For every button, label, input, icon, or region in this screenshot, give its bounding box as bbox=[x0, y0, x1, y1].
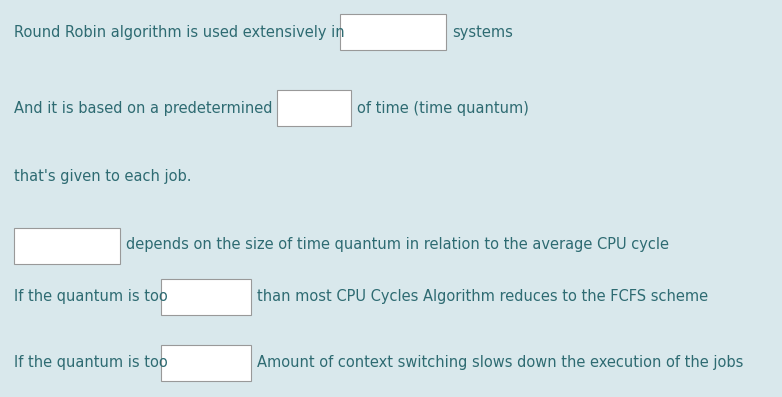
Text: depends on the size of time quantum in relation to the average CPU cycle: depends on the size of time quantum in r… bbox=[126, 237, 669, 252]
Text: that's given to each job.: that's given to each job. bbox=[14, 170, 192, 185]
Text: systems: systems bbox=[452, 25, 513, 39]
Text: If the quantum is too: If the quantum is too bbox=[14, 289, 168, 303]
Text: If the quantum is too: If the quantum is too bbox=[14, 355, 168, 370]
Bar bbox=[14, 228, 120, 264]
Text: of time (time quantum): of time (time quantum) bbox=[357, 100, 529, 116]
Bar bbox=[340, 14, 446, 50]
Text: And it is based on a predetermined: And it is based on a predetermined bbox=[14, 100, 272, 116]
Bar bbox=[161, 345, 251, 381]
Text: than most CPU Cycles Algorithm reduces to the FCFS scheme: than most CPU Cycles Algorithm reduces t… bbox=[257, 289, 708, 303]
Text: Amount of context switching slows down the execution of the jobs: Amount of context switching slows down t… bbox=[257, 355, 744, 370]
Text: Round Robin algorithm is used extensively in: Round Robin algorithm is used extensivel… bbox=[14, 25, 345, 39]
Bar bbox=[277, 90, 351, 126]
Bar bbox=[161, 279, 251, 315]
